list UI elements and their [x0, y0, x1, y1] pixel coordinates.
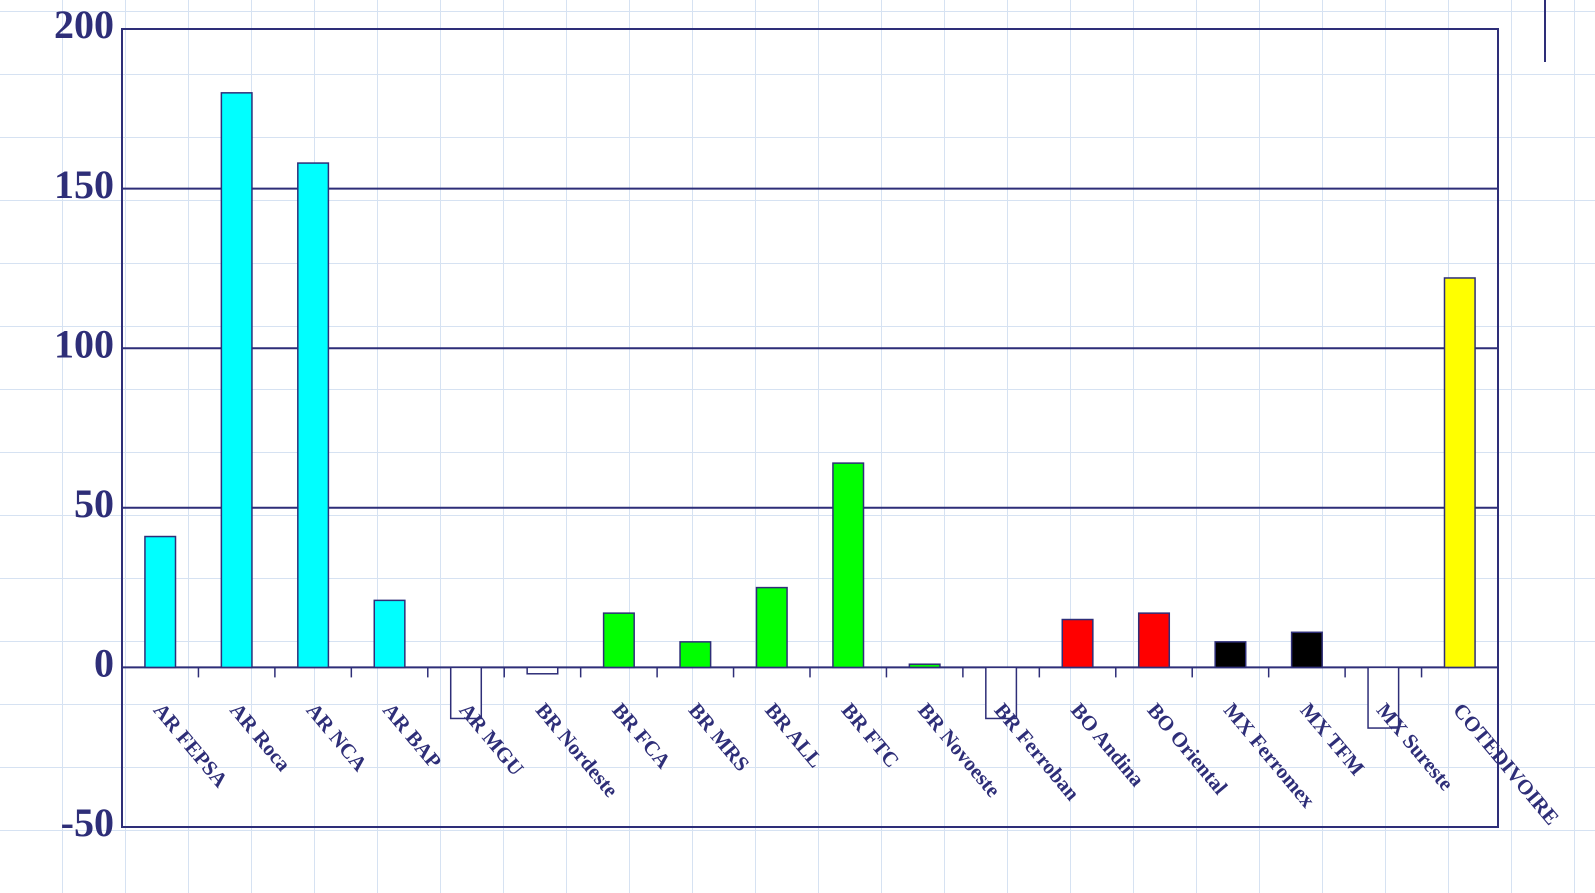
- x-tick-label: BR MRS: [684, 698, 755, 776]
- bar: [755, 586, 788, 669]
- bar: [1290, 631, 1323, 669]
- y-tick-label: 100: [54, 321, 114, 366]
- x-tick-label: BO Andina: [1066, 698, 1150, 791]
- bar: [602, 612, 635, 669]
- x-tick-label: BR FCA: [607, 698, 676, 773]
- bar: [373, 599, 406, 669]
- bar: [908, 663, 941, 669]
- y-tick-label: -50: [61, 800, 114, 845]
- x-tick-label: AR MGU: [454, 698, 528, 780]
- bar: [144, 535, 177, 669]
- x-tick-label: BR FTC: [837, 698, 905, 772]
- x-tick-label: AR Roca: [225, 698, 296, 776]
- bar: [297, 162, 330, 669]
- x-tick-label: AR FEPSA: [149, 698, 234, 792]
- x-tick-label: COTEDIVOIRE: [1448, 698, 1564, 829]
- x-tick-label: AR NCA: [302, 698, 373, 776]
- bar: [220, 92, 253, 669]
- bar: [526, 666, 559, 675]
- bar: [1367, 666, 1400, 729]
- bar: [679, 641, 712, 669]
- bar: [449, 666, 483, 720]
- x-tick-label: MX TFM: [1295, 698, 1369, 780]
- bar: [1214, 641, 1247, 669]
- bar: [985, 666, 1018, 720]
- bar: [832, 462, 865, 669]
- bar: [1137, 612, 1171, 669]
- y-tick-label: 50: [74, 481, 114, 526]
- y-tick-label: 0: [94, 641, 114, 686]
- y-tick-label: 150: [54, 162, 114, 207]
- x-tick-label: BR ALL: [760, 698, 828, 772]
- bar: [1443, 277, 1476, 669]
- x-tick-label: MX Sureste: [1372, 698, 1459, 795]
- x-tick-label: AR BAP: [378, 698, 446, 773]
- y-tick-label: 200: [54, 2, 114, 47]
- bar: [1061, 618, 1094, 669]
